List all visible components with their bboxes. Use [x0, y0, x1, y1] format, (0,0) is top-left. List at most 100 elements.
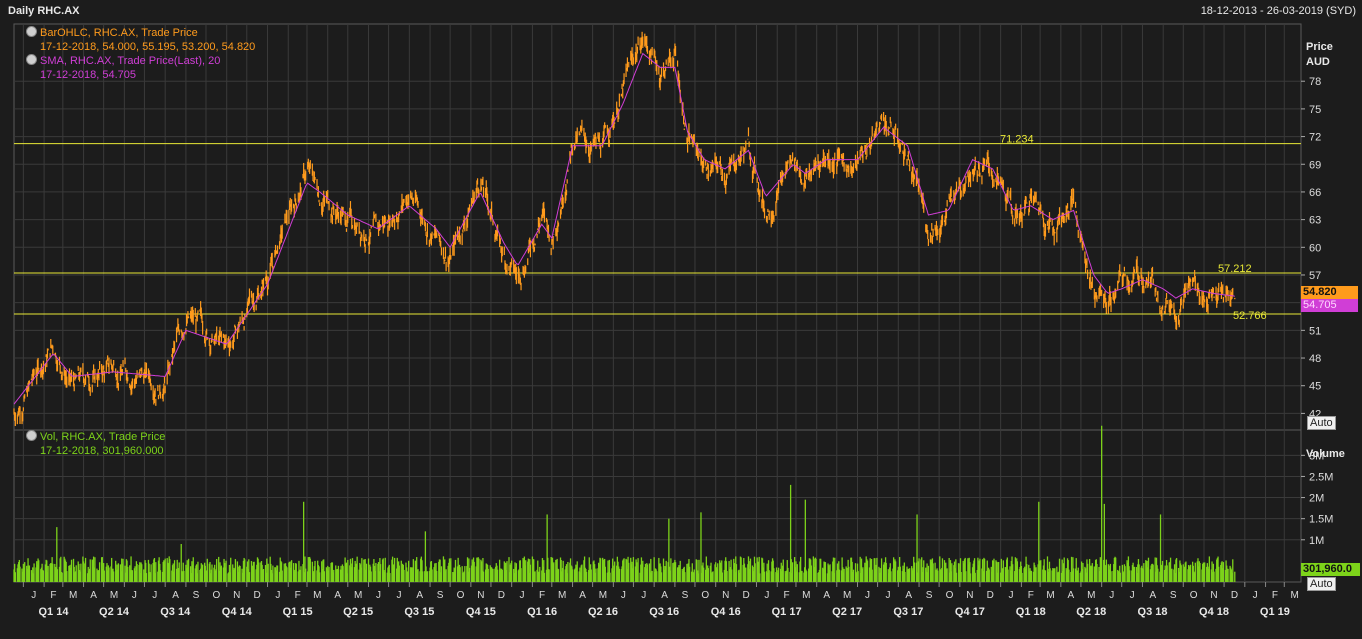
month-tick-label: A	[172, 590, 179, 601]
month-tick-label: F	[539, 590, 545, 601]
quarter-tick-label: Q4 18	[1199, 606, 1229, 618]
month-tick-label: N	[1210, 590, 1217, 601]
month-tick-label: O	[701, 590, 709, 601]
month-tick-label: J	[376, 590, 381, 601]
price-auto-scale-button[interactable]: Auto	[1307, 416, 1336, 430]
month-tick-label: A	[416, 590, 423, 601]
month-tick-label: J	[764, 590, 769, 601]
month-tick-label: J	[275, 590, 280, 601]
month-tick-label: F	[1272, 590, 1278, 601]
month-tick-label: N	[233, 590, 240, 601]
month-tick-label: J	[152, 590, 157, 601]
month-tick-label: M	[802, 590, 810, 601]
month-tick-label: J	[1130, 590, 1135, 601]
month-tick-label: F	[50, 590, 56, 601]
price-tick-label: 72	[1309, 132, 1321, 144]
month-tick-label: M	[313, 590, 321, 601]
month-tick-label: D	[254, 590, 261, 601]
sma-legend[interactable]: SMA, RHC.AX, Trade Price(Last), 20 17-12…	[26, 54, 220, 82]
month-tick-label: N	[477, 590, 484, 601]
sma-legend-title: SMA, RHC.AX, Trade Price(Last), 20	[40, 55, 221, 67]
volume-legend-title: Vol, RHC.AX, Trade Price	[40, 431, 166, 443]
volume-tick-label: 2M	[1309, 493, 1324, 505]
month-tick-label: J	[1109, 590, 1114, 601]
quarter-tick-label: Q4 15	[466, 606, 496, 618]
quarter-tick-label: Q4 17	[955, 606, 985, 618]
month-tick-label: F	[1028, 590, 1034, 601]
month-tick-label: M	[110, 590, 118, 601]
reference-line-label: 52.766	[1233, 310, 1267, 322]
month-tick-label: N	[966, 590, 973, 601]
quarter-tick-label: Q1 16	[527, 606, 557, 618]
month-tick-label: J	[641, 590, 646, 601]
month-tick-label: F	[784, 590, 790, 601]
month-tick-label: J	[396, 590, 401, 601]
month-tick-label: O	[457, 590, 465, 601]
quarter-tick-label: Q1 18	[1016, 606, 1046, 618]
quarter-tick-label: Q2 14	[99, 606, 130, 618]
month-tick-label: M	[1290, 590, 1298, 601]
quarter-tick-label: Q3 16	[649, 606, 679, 618]
quarter-tick-label: Q1 19	[1260, 606, 1290, 618]
month-tick-label: A	[823, 590, 830, 601]
month-tick-label: J	[31, 590, 36, 601]
sma-legend-values: 17-12-2018, 54.705	[40, 69, 137, 81]
month-tick-label: A	[579, 590, 586, 601]
price-tick-label: 75	[1309, 104, 1321, 116]
quarter-tick-label: Q1 17	[772, 606, 802, 618]
quarter-tick-label: Q1 14	[38, 606, 69, 618]
month-tick-label: M	[599, 590, 607, 601]
chart-title: Daily RHC.AX	[8, 5, 80, 17]
quarter-tick-label: Q3 14	[160, 606, 191, 618]
month-tick-label: M	[69, 590, 77, 601]
month-tick-label: A	[1149, 590, 1156, 601]
month-tick-label: J	[865, 590, 870, 601]
month-tick-label: S	[682, 590, 689, 601]
reference-line-label: 71.234	[1000, 134, 1034, 146]
price-tick-label: 48	[1309, 353, 1321, 365]
price-tick-label: 60	[1309, 242, 1321, 254]
month-tick-label: J	[621, 590, 626, 601]
price-tick-label: 78	[1309, 76, 1321, 88]
ohlc-legend[interactable]: BarOHLC, RHC.AX, Trade Price 17-12-2018,…	[26, 26, 255, 54]
volume-legend-icon[interactable]	[26, 430, 37, 441]
sma-legend-icon[interactable]	[26, 54, 37, 65]
price-tick-label: 63	[1309, 215, 1321, 227]
month-tick-label: S	[193, 590, 200, 601]
month-tick-label: J	[885, 590, 890, 601]
month-tick-label: S	[1170, 590, 1177, 601]
month-tick-label: O	[1190, 590, 1198, 601]
volume-axis-label: Volume	[1306, 448, 1345, 460]
price-tick-label: 66	[1309, 187, 1321, 199]
volume-bars	[13, 425, 1236, 582]
quarter-tick-label: Q3 15	[404, 606, 434, 618]
month-tick-label: J	[1009, 590, 1014, 601]
volume-tick-label: 1.5M	[1309, 514, 1333, 526]
reference-lines: 71.234 57.212 52.766	[14, 134, 1301, 322]
month-tick-label: A	[905, 590, 912, 601]
price-series	[13, 31, 1236, 427]
ohlc-legend-icon[interactable]	[26, 26, 37, 37]
last-price-tag: 54.820	[1301, 286, 1358, 299]
price-tick-label: 57	[1309, 270, 1321, 282]
price-tick-label: 69	[1309, 159, 1321, 171]
last-sma-tag: 54.705	[1301, 299, 1358, 312]
month-tick-label: A	[1068, 590, 1075, 601]
price-tick-label: 45	[1309, 381, 1321, 393]
quarter-tick-label: Q1 15	[283, 606, 313, 618]
quarter-tick-label: Q4 16	[711, 606, 741, 618]
month-tick-label: O	[212, 590, 220, 601]
volume-auto-scale-button[interactable]: Auto	[1307, 577, 1336, 591]
quarter-tick-label: Q2 15	[343, 606, 373, 618]
month-tick-label: O	[946, 590, 954, 601]
volume-panel-border	[13, 429, 1302, 583]
volume-legend[interactable]: Vol, RHC.AX, Trade Price 17-12-2018, 301…	[26, 430, 165, 458]
ohlc-legend-title: BarOHLC, RHC.AX, Trade Price	[40, 27, 198, 39]
month-tick-label: J	[520, 590, 525, 601]
month-tick-label: M	[1087, 590, 1095, 601]
grid	[14, 24, 1301, 582]
price-axis-label: AUD	[1306, 56, 1330, 68]
